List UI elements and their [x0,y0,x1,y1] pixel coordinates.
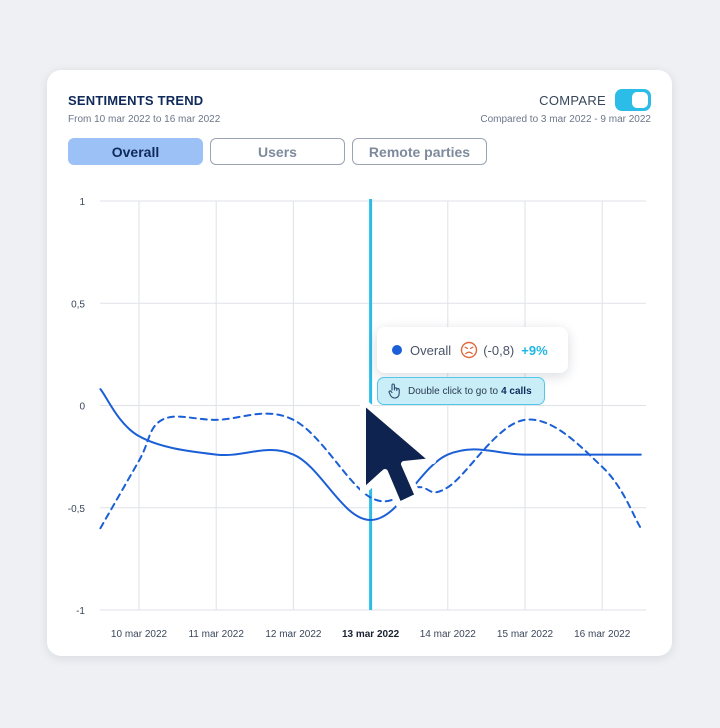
data-tooltip: Overall (-0,8) +9% [377,327,568,373]
x-tick-label: 13 mar 2022 [342,629,400,640]
thumb-click-icon [388,383,402,399]
tooltip-delta: +9% [521,342,548,358]
compare-toggle[interactable] [615,89,651,111]
double-click-hint[interactable]: Double click to go to 4 calls [377,377,545,405]
compare-label: COMPARE [539,93,606,108]
widget-title: SENTIMENTS TREND [68,93,204,108]
compare-range-text: Compared to 3 mar 2022 - 9 mar 2022 [480,114,651,125]
x-tick-label: 11 mar 2022 [188,629,244,640]
tooltip-series-name: Overall [410,342,452,358]
x-tick-label: 12 mar 2022 [265,629,322,640]
x-tick-label: 16 mar 2022 [574,629,631,640]
x-tick-label: 10 mar 2022 [111,629,168,640]
previous-period-line [99,412,642,530]
hint-text: Double click to go to [408,385,499,397]
x-tick-label: 14 mar 2022 [420,629,477,640]
tab-overall[interactable]: Overall [68,138,203,165]
current-period-line [99,388,642,522]
x-tick-label: 15 mar 2022 [497,629,554,640]
frown-face-icon [460,341,478,359]
y-tick-label: 0,5 [71,299,85,310]
compare-toggle-knob[interactable] [632,92,648,108]
y-tick-label: 0 [79,402,85,413]
y-tick-label: -1 [76,606,85,617]
y-tick-label: -0,5 [68,504,86,515]
series-color-dot [392,345,402,355]
tooltip-sentiment-value: (-0,8) [483,342,515,358]
hint-calls-count: 4 calls [501,385,532,397]
date-range-subtitle: From 10 mar 2022 to 16 mar 2022 [68,114,221,125]
sentiment-line-chart[interactable]: 1 0,5 0 -0,5 -1 10 mar 2022 11 mar 2022 12 mar … [47,70,672,656]
sentiments-trend-card: SENTIMENTS TREND From 10 mar 2022 to 16 … [47,70,672,656]
mouse-pointer-icon [360,398,436,508]
tab-users[interactable]: Users [210,138,345,165]
y-tick-label: 1 [79,197,85,208]
tab-remote-parties[interactable]: Remote parties [352,138,487,165]
